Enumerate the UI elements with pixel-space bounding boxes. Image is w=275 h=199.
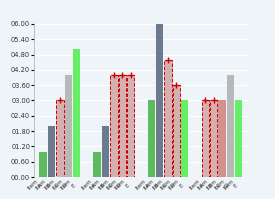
Bar (173, 85, 180, 177)
Bar (210, 100, 217, 177)
Bar (73, 49, 80, 177)
Bar (156, 24, 163, 177)
Bar (39, 152, 47, 177)
Bar (48, 126, 55, 177)
Bar (227, 75, 234, 177)
Bar (147, 100, 155, 177)
Bar (102, 126, 109, 177)
Bar (181, 100, 188, 177)
Bar (202, 100, 209, 177)
Bar (127, 75, 134, 177)
Bar (218, 100, 226, 177)
Bar (65, 75, 72, 177)
Bar (94, 152, 101, 177)
Bar (56, 100, 64, 177)
Bar (119, 75, 126, 177)
Bar (235, 100, 243, 177)
Bar (164, 60, 172, 177)
Bar (110, 75, 118, 177)
